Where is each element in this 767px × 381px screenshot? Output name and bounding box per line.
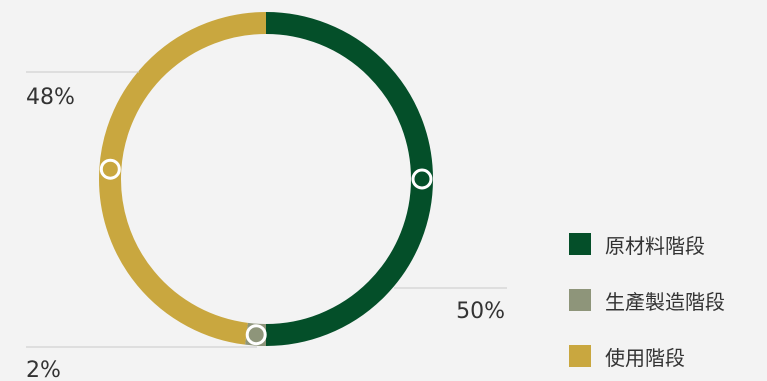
legend-swatch-usage [569, 345, 591, 367]
data-label-raw-material: 50% [456, 299, 505, 324]
legend-label-manufacturing: 生產製造階段 [605, 289, 725, 314]
legend-swatch-raw-material [569, 233, 591, 255]
data-label-manufacturing: 2% [26, 358, 61, 381]
data-label-usage: 48% [26, 85, 75, 110]
legend-item-manufacturing[interactable]: 生產製造階段 [569, 286, 725, 314]
marker-raw-material[interactable] [411, 168, 433, 190]
slice-usage[interactable] [99, 12, 267, 345]
marker-manufacturing[interactable] [245, 324, 267, 346]
legend-item-raw-material[interactable]: 原材料階段 [569, 230, 725, 258]
slices-group [99, 12, 433, 346]
callouts-group: 50% 2% 48% [26, 71, 507, 381]
legend: 原材料階段 生產製造階段 使用階段 [569, 230, 725, 370]
legend-label-raw-material: 原材料階段 [605, 233, 705, 258]
legend-swatch-manufacturing [569, 289, 591, 311]
marker-usage[interactable] [99, 158, 121, 180]
legend-label-usage: 使用階段 [605, 345, 685, 370]
legend-item-usage[interactable]: 使用階段 [569, 342, 725, 370]
